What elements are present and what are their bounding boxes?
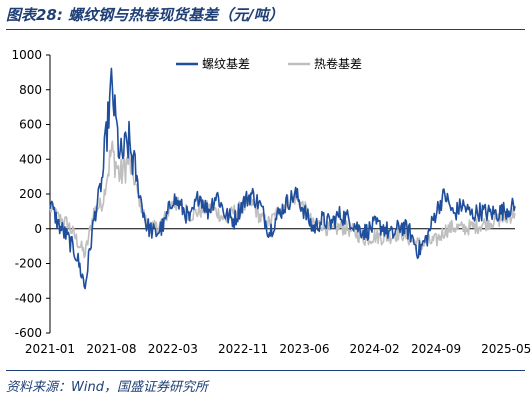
- y-tick-label: 600: [19, 118, 42, 132]
- y-tick-label: 400: [19, 152, 42, 166]
- x-tick-label: 2022-03: [148, 342, 198, 356]
- basis-line-chart: -600 -400 -200 0 200 400 600 800 1000 2021-01 2021…: [11, 48, 531, 356]
- y-tick-label: 800: [19, 83, 42, 97]
- x-tick-label: 2023-06: [279, 342, 329, 356]
- axes-group: -600 -400 -200 0 200 400 600 800 1000 2021-01 2021…: [11, 48, 531, 356]
- series-lines: [49, 67, 516, 290]
- y-tick-label: -200: [15, 257, 42, 271]
- x-tick-label: 2021-08: [86, 342, 136, 356]
- title-divider: [6, 29, 525, 30]
- y-tick-label: -600: [15, 326, 42, 340]
- y-tick-label: 200: [19, 187, 42, 201]
- legend-label: 热卷基差: [314, 56, 362, 71]
- chart-title: 图表28: 螺纹钢与热卷现货基差（元/吨）: [6, 6, 284, 24]
- source-note: 资料来源：Wind，国盛证券研究所: [6, 380, 208, 395]
- x-tick-label: 2024-02: [350, 342, 400, 356]
- legend: 螺纹基差 热卷基差: [176, 56, 362, 71]
- x-tick-label: 2022-11: [218, 342, 268, 356]
- y-tick-label: -400: [15, 291, 42, 305]
- y-tick-label: 1000: [11, 48, 42, 62]
- y-tick-label: 0: [34, 222, 42, 236]
- x-tick-label: 2025-05: [481, 342, 531, 356]
- source-divider: [6, 370, 525, 371]
- x-tick-label: 2024-09: [411, 342, 461, 356]
- x-tick-label: 2021-01: [25, 342, 75, 356]
- legend-label: 螺纹基差: [202, 57, 250, 71]
- series-line-螺纹基差: [49, 67, 516, 290]
